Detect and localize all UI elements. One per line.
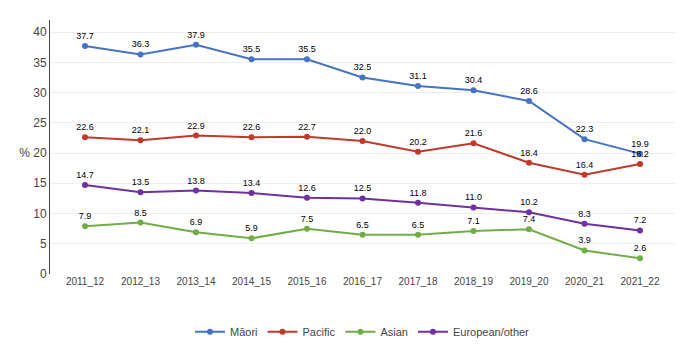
- svg-text:Pacific: Pacific: [303, 326, 336, 338]
- svg-text:22.0: 22.0: [354, 126, 372, 136]
- svg-text:35: 35: [33, 56, 47, 70]
- svg-text:3.9: 3.9: [578, 235, 591, 245]
- svg-text:8.5: 8.5: [134, 208, 147, 218]
- svg-text:2014_15: 2014_15: [232, 276, 271, 287]
- svg-text:7.1: 7.1: [467, 216, 480, 226]
- svg-text:35.5: 35.5: [243, 44, 261, 54]
- svg-text:11.0: 11.0: [465, 192, 482, 202]
- svg-text:5.9: 5.9: [245, 223, 258, 233]
- svg-text:2021_22: 2021_22: [621, 276, 660, 287]
- svg-text:21.6: 21.6: [465, 128, 483, 138]
- svg-text:2.6: 2.6: [634, 243, 647, 253]
- svg-text:7.5: 7.5: [301, 214, 314, 224]
- svg-text:2017_18: 2017_18: [399, 276, 438, 287]
- svg-text:5: 5: [40, 237, 47, 251]
- svg-text:37.9: 37.9: [187, 30, 205, 40]
- svg-text:12.6: 12.6: [298, 183, 316, 193]
- svg-text:18.2: 18.2: [631, 149, 649, 159]
- svg-text:2020_21: 2020_21: [565, 276, 604, 287]
- svg-text:36.3: 36.3: [132, 39, 150, 49]
- svg-text:6.5: 6.5: [412, 220, 425, 230]
- svg-text:6.9: 6.9: [190, 217, 203, 227]
- svg-text:32.5: 32.5: [354, 62, 372, 72]
- svg-text:30.4: 30.4: [465, 75, 483, 85]
- svg-text:22.9: 22.9: [187, 121, 205, 131]
- svg-text:10: 10: [33, 207, 47, 221]
- svg-text:7.4: 7.4: [523, 214, 536, 224]
- svg-text:12.5: 12.5: [354, 183, 372, 193]
- svg-text:10.2: 10.2: [520, 197, 538, 207]
- svg-text:30: 30: [33, 86, 47, 100]
- svg-text:15: 15: [33, 176, 47, 190]
- svg-text:11.8: 11.8: [410, 188, 427, 198]
- svg-text:22.7: 22.7: [298, 122, 316, 132]
- svg-text:2013_14: 2013_14: [177, 276, 216, 287]
- svg-text:7.9: 7.9: [79, 211, 92, 221]
- svg-text:Asian: Asian: [380, 326, 408, 338]
- svg-text:8.3: 8.3: [578, 209, 591, 219]
- svg-text:22.3: 22.3: [576, 124, 594, 134]
- svg-text:13.4: 13.4: [243, 178, 261, 188]
- svg-text:14.7: 14.7: [76, 170, 94, 180]
- svg-text:2016_17: 2016_17: [343, 276, 382, 287]
- svg-text:25: 25: [33, 116, 47, 130]
- svg-text:6.5: 6.5: [356, 220, 369, 230]
- svg-text:European/other: European/other: [453, 326, 529, 338]
- svg-text:2019_20: 2019_20: [510, 276, 549, 287]
- svg-text:2018_19: 2018_19: [454, 276, 493, 287]
- svg-text:37.7: 37.7: [76, 31, 94, 41]
- svg-text:% 20: % 20: [19, 146, 47, 160]
- svg-text:13.5: 13.5: [132, 177, 150, 187]
- svg-text:16.4: 16.4: [576, 160, 594, 170]
- svg-text:2011_12: 2011_12: [66, 276, 105, 287]
- svg-text:31.1: 31.1: [409, 71, 427, 81]
- svg-text:2015_16: 2015_16: [288, 276, 327, 287]
- svg-text:Māori: Māori: [230, 326, 258, 338]
- svg-text:19.9: 19.9: [631, 139, 649, 149]
- svg-text:2012_13: 2012_13: [121, 276, 160, 287]
- svg-text:22.6: 22.6: [76, 122, 94, 132]
- svg-text:0: 0: [40, 267, 47, 281]
- svg-text:35.5: 35.5: [298, 44, 316, 54]
- svg-text:7.2: 7.2: [634, 215, 647, 225]
- svg-text:20.2: 20.2: [409, 137, 427, 147]
- svg-text:22.6: 22.6: [243, 122, 261, 132]
- svg-text:28.6: 28.6: [520, 86, 538, 96]
- svg-text:13.8: 13.8: [187, 176, 205, 186]
- svg-text:40: 40: [33, 25, 47, 39]
- svg-text:18.4: 18.4: [520, 148, 538, 158]
- svg-text:22.1: 22.1: [132, 125, 150, 135]
